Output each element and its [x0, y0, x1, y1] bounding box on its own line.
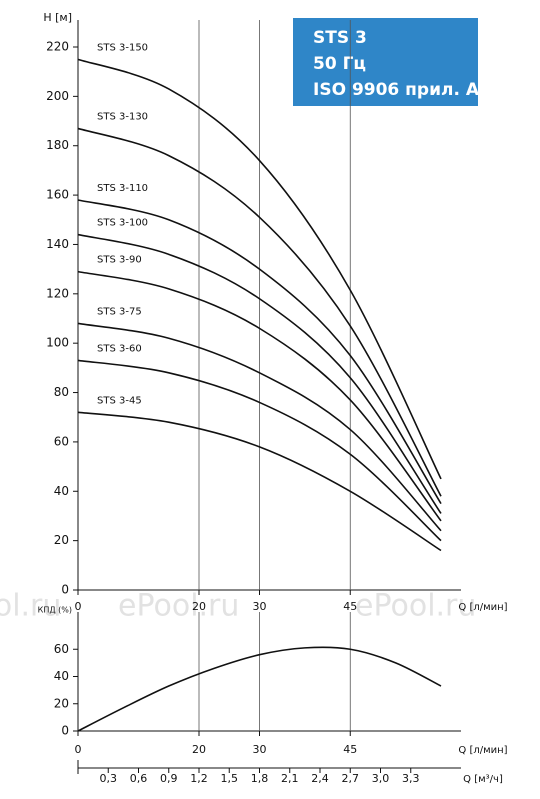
y-tick-label: 140 — [46, 237, 69, 251]
x-tick-label: 20 — [192, 600, 206, 613]
watermark: ePool.ru — [355, 589, 476, 624]
x2-tick-label: 1,2 — [190, 772, 208, 785]
curve — [77, 233, 442, 514]
y-axis-label: H [м] — [43, 11, 72, 24]
x2-tick-label: 0,9 — [160, 772, 178, 785]
x2-tick-label: 0,3 — [100, 772, 118, 785]
curve — [77, 646, 442, 732]
series-label: STS 3-150 — [97, 42, 148, 53]
y-tick-label: 0 — [61, 583, 69, 597]
x-tick-label: 20 — [192, 743, 206, 756]
curve — [77, 58, 442, 480]
title-box — [293, 18, 478, 106]
y-tick-label: 0 — [61, 724, 69, 738]
title: STS 3 — [313, 28, 367, 48]
x-tick-label: 0 — [75, 600, 82, 613]
y-tick-label: 40 — [54, 669, 69, 683]
y-tick-label: 200 — [46, 89, 69, 103]
y-tick-label: 160 — [46, 188, 69, 202]
curve — [77, 322, 442, 532]
series-label: STS 3-75 — [97, 306, 142, 317]
series-label: STS 3-90 — [97, 255, 142, 266]
x-tick-label: 45 — [343, 743, 357, 756]
series-label: STS 3-110 — [97, 183, 148, 194]
curve — [77, 359, 442, 542]
x2-tick-label: 3,3 — [402, 772, 420, 785]
x-axis-label: Q [л/мин] — [458, 745, 507, 756]
x2-tick-label: 0,6 — [130, 772, 148, 785]
x2-tick-label: 2,4 — [311, 772, 329, 785]
watermark: ePool.ru — [0, 589, 61, 624]
x2-tick-label: 1,8 — [251, 772, 269, 785]
y-tick-label: 40 — [54, 484, 69, 498]
x-tick-label: 45 — [343, 600, 357, 613]
x2-tick-label: 2,7 — [342, 772, 360, 785]
series-label: STS 3-45 — [97, 395, 142, 406]
x2-tick-label: 3,0 — [372, 772, 390, 785]
y-tick-label: 80 — [54, 385, 69, 399]
x2-tick-label: 1,5 — [221, 772, 239, 785]
x-tick-label: 0 — [75, 743, 82, 756]
y-tick-label: 120 — [46, 286, 69, 300]
title: 50 Гц — [313, 54, 366, 74]
title: ISO 9906 прил. A — [313, 80, 480, 100]
y-tick-label: 220 — [46, 40, 69, 54]
series-label: STS 3-60 — [97, 343, 142, 354]
y-tick-label: 60 — [54, 642, 69, 656]
y-tick-label: 20 — [54, 533, 69, 547]
series-label: STS 3-100 — [97, 218, 148, 229]
curve — [77, 270, 442, 522]
x-tick-label: 30 — [253, 600, 267, 613]
curve — [77, 127, 442, 497]
x-tick-label: 30 — [253, 743, 267, 756]
curve — [77, 199, 442, 505]
y-tick-label: 60 — [54, 434, 69, 448]
x-axis-label: Q [л/мин] — [458, 602, 507, 613]
x2-axis-label: Q [м³/ч] — [463, 774, 503, 785]
y-tick-label: 100 — [46, 336, 69, 350]
watermark: ePool.ru — [118, 589, 239, 624]
y-axis-label: КПД (%) — [38, 606, 72, 615]
x2-tick-label: 2,1 — [281, 772, 299, 785]
y-tick-label: 180 — [46, 138, 69, 152]
curve — [77, 411, 442, 552]
y-tick-label: 20 — [54, 696, 69, 710]
series-label: STS 3-130 — [97, 111, 148, 122]
